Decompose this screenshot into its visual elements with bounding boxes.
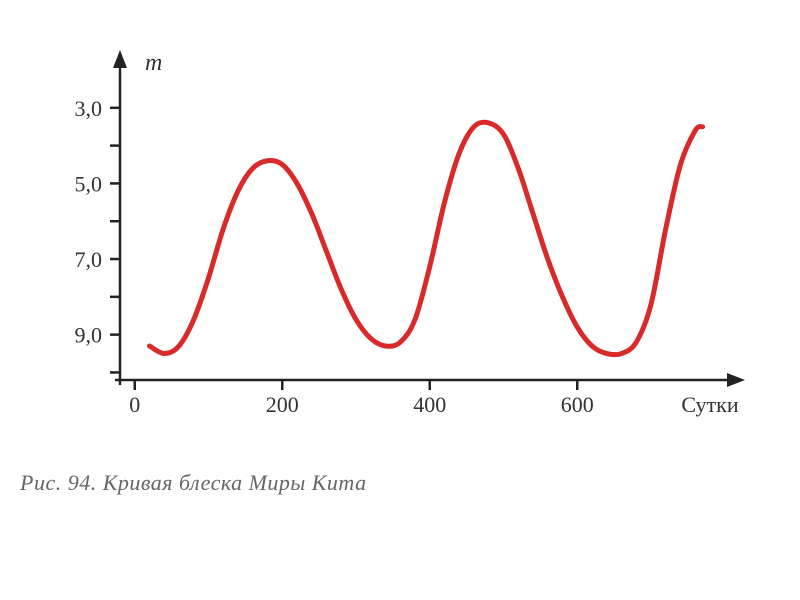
svg-text:5,0: 5,0 <box>75 171 103 196</box>
svg-text:200: 200 <box>266 392 299 417</box>
svg-text:3,0: 3,0 <box>75 96 103 121</box>
figure-caption: Рис. 94. Кривая блеска Миры Кита <box>20 470 367 496</box>
svg-text:0: 0 <box>129 392 140 417</box>
svg-text:7,0: 7,0 <box>75 247 103 272</box>
svg-text:m: m <box>145 50 162 76</box>
svg-text:Сутки: Сутки <box>681 392 738 417</box>
svg-text:9,0: 9,0 <box>75 323 103 348</box>
svg-text:400: 400 <box>413 392 446 417</box>
light-curve-chart: 3,0 5,0 7,0 9,0 0 200 400 600 m Сутки <box>60 50 750 430</box>
chart-area: 3,0 5,0 7,0 9,0 0 200 400 600 m Сутки <box>60 50 750 430</box>
svg-text:600: 600 <box>561 392 594 417</box>
